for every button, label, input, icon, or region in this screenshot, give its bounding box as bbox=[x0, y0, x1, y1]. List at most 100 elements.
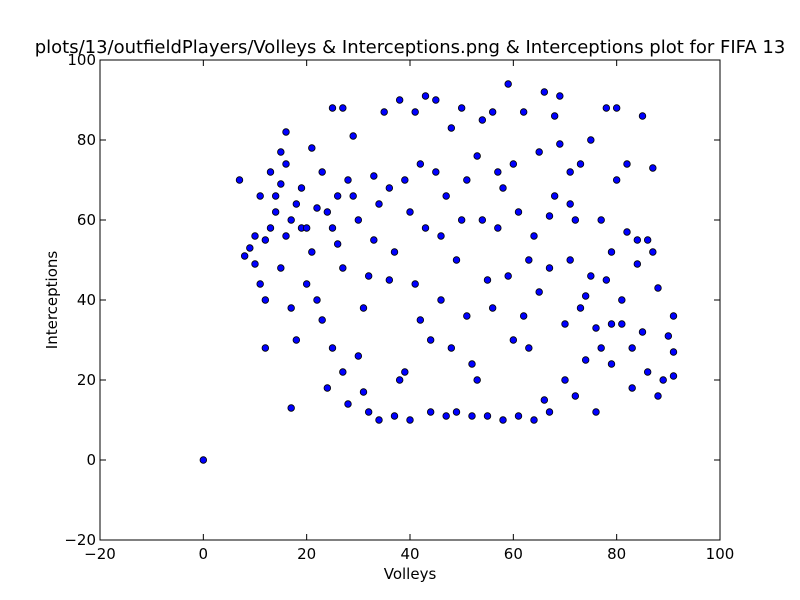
data-point bbox=[468, 412, 476, 420]
data-point bbox=[638, 328, 647, 336]
data-point bbox=[411, 108, 419, 116]
data-point bbox=[483, 412, 492, 420]
data-point bbox=[432, 96, 440, 104]
x-tick-label: −20 bbox=[84, 545, 116, 563]
data-point bbox=[452, 256, 461, 264]
data-point bbox=[550, 192, 559, 200]
data-point bbox=[576, 304, 585, 312]
data-point bbox=[494, 224, 502, 232]
data-point bbox=[649, 164, 657, 172]
data-point bbox=[246, 244, 254, 252]
data-point bbox=[333, 192, 342, 200]
data-point bbox=[473, 376, 481, 384]
data-point bbox=[468, 360, 476, 368]
data-point bbox=[488, 304, 497, 312]
y-tick-label: 0 bbox=[86, 451, 96, 469]
data-point bbox=[442, 412, 450, 420]
data-point bbox=[447, 124, 456, 132]
data-point bbox=[556, 92, 564, 100]
data-point bbox=[421, 224, 430, 232]
data-point bbox=[463, 176, 471, 184]
data-point bbox=[556, 140, 564, 148]
y-tick-label: 20 bbox=[77, 371, 96, 389]
data-point bbox=[333, 240, 342, 248]
data-point bbox=[457, 104, 466, 112]
data-point bbox=[457, 216, 466, 224]
data-point bbox=[535, 288, 543, 296]
data-point bbox=[282, 128, 290, 136]
data-point bbox=[540, 88, 549, 96]
data-point bbox=[447, 344, 456, 352]
data-point bbox=[535, 148, 543, 156]
data-point bbox=[602, 276, 611, 284]
data-point bbox=[328, 224, 337, 232]
data-point bbox=[199, 456, 208, 464]
x-tick-label: 0 bbox=[199, 545, 209, 563]
data-point bbox=[261, 344, 270, 352]
data-point bbox=[571, 216, 580, 224]
data-point bbox=[240, 252, 249, 260]
data-point bbox=[277, 148, 285, 156]
data-point bbox=[380, 108, 388, 116]
data-point bbox=[385, 276, 394, 284]
data-point bbox=[669, 312, 678, 320]
data-point bbox=[597, 216, 605, 224]
data-point bbox=[385, 184, 394, 192]
data-point bbox=[432, 168, 440, 176]
data-point bbox=[592, 408, 600, 416]
data-point bbox=[612, 104, 621, 112]
data-point bbox=[669, 348, 678, 356]
data-point bbox=[339, 264, 347, 272]
data-point bbox=[354, 352, 363, 360]
data-point bbox=[437, 232, 445, 240]
data-point bbox=[271, 208, 280, 216]
data-point bbox=[623, 228, 631, 236]
data-point bbox=[411, 280, 419, 288]
data-point bbox=[256, 280, 264, 288]
data-point bbox=[359, 304, 368, 312]
data-point bbox=[251, 232, 259, 240]
data-point bbox=[292, 336, 301, 344]
data-point bbox=[587, 136, 595, 144]
data-point bbox=[318, 316, 326, 324]
data-point bbox=[426, 408, 435, 416]
data-point bbox=[364, 408, 373, 416]
data-point bbox=[649, 248, 657, 256]
data-point bbox=[282, 232, 290, 240]
data-point bbox=[401, 176, 409, 184]
data-point bbox=[494, 168, 502, 176]
data-point bbox=[297, 184, 306, 192]
y-tick-label: −20 bbox=[64, 531, 96, 549]
data-point bbox=[643, 236, 652, 244]
data-point bbox=[581, 356, 590, 364]
data-point bbox=[514, 412, 523, 420]
data-point bbox=[401, 368, 409, 376]
data-point bbox=[287, 404, 295, 412]
data-point bbox=[395, 376, 404, 384]
data-point bbox=[633, 260, 642, 268]
data-point bbox=[530, 416, 538, 424]
data-point bbox=[339, 104, 347, 112]
x-tick-label: 100 bbox=[706, 545, 735, 563]
data-point bbox=[323, 384, 332, 392]
data-point bbox=[473, 152, 481, 160]
data-point bbox=[266, 224, 275, 232]
data-point bbox=[566, 256, 574, 264]
data-point bbox=[416, 316, 425, 324]
y-tick-label: 40 bbox=[77, 291, 96, 309]
data-point bbox=[597, 344, 605, 352]
data-point bbox=[370, 172, 378, 180]
data-point bbox=[313, 204, 321, 212]
data-point bbox=[483, 276, 492, 284]
data-point bbox=[277, 264, 285, 272]
data-point bbox=[623, 160, 631, 168]
data-point bbox=[235, 176, 244, 184]
data-point bbox=[256, 192, 264, 200]
data-point bbox=[349, 192, 357, 200]
data-point bbox=[395, 96, 404, 104]
data-point bbox=[349, 132, 357, 140]
data-point bbox=[519, 312, 528, 320]
data-point bbox=[607, 360, 616, 368]
data-point bbox=[545, 264, 554, 272]
data-point bbox=[509, 336, 518, 344]
